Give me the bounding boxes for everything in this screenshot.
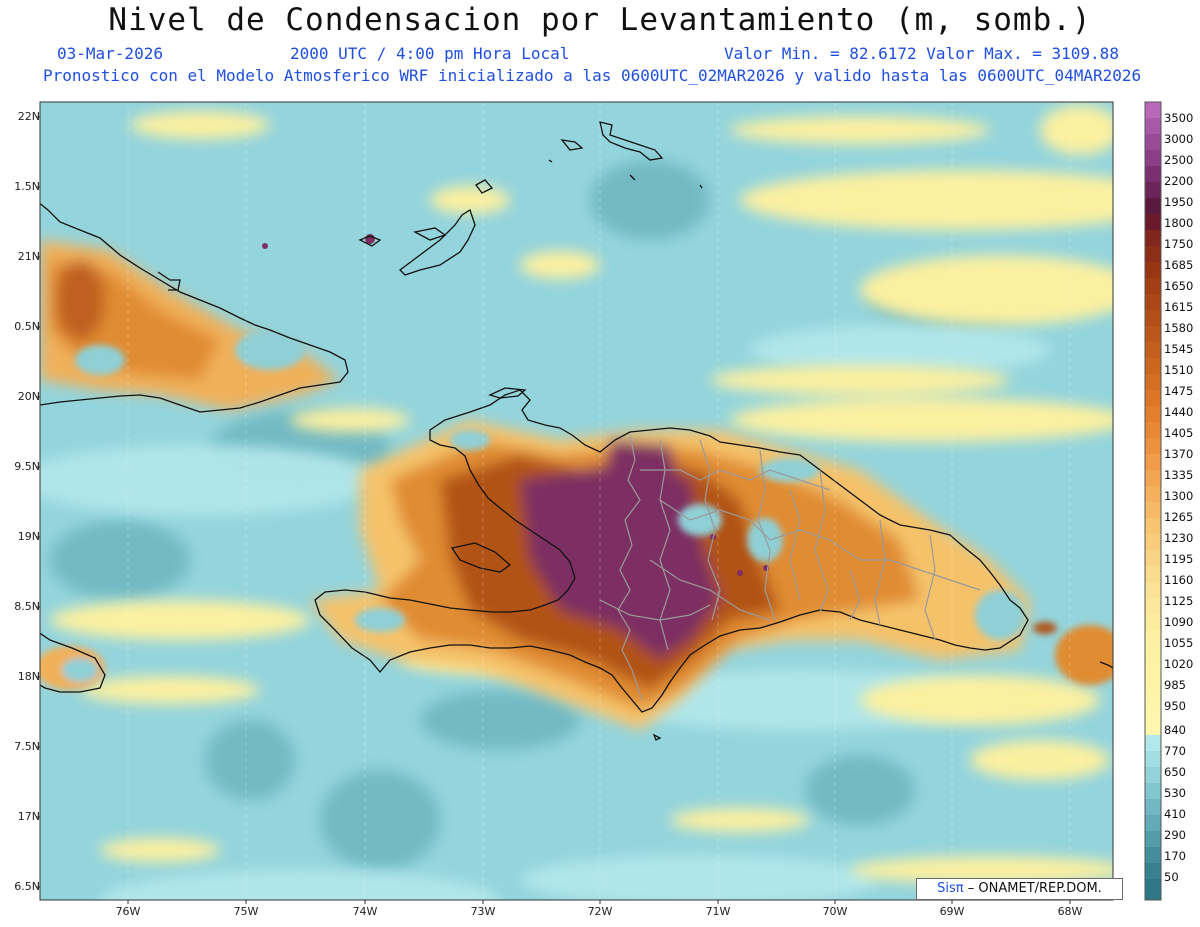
sispi-logo: Sisπ [937,881,964,896]
colorbar-label: 1650 [1164,279,1194,293]
colorbar-label: 1615 [1164,300,1194,314]
colorbar-label: 1685 [1164,258,1194,272]
hispaniola-field [310,420,1030,730]
colorbar-label: 840 [1164,723,1186,737]
forecast-date: 03-Mar-2026 [57,44,163,63]
colorbar-label: 1750 [1164,237,1194,251]
forecast-time: 2000 UTC / 4:00 pm Hora Local [290,44,570,63]
colorbar-label: 1055 [1164,636,1194,650]
lon-label: 76W [115,905,141,918]
colorbar-label: 1580 [1164,321,1194,335]
colorbar-label: 1370 [1164,447,1194,461]
colorbar-label: 770 [1164,744,1186,758]
lon-label: 70W [822,905,848,918]
colorbar-label: 410 [1164,807,1186,821]
colorbar-label: 1800 [1164,216,1194,230]
colorbar-label: 1160 [1164,573,1194,587]
colorbar-label: 950 [1164,699,1186,713]
lat-label: 9.5N [14,460,40,473]
lat-label: 1.5N [14,180,40,193]
credit-label: – ONAMET/REP.DOM. [967,881,1102,896]
lat-label: 6.5N [14,880,40,893]
lat-label: 8.5N [14,600,40,613]
colorbar-label: 1950 [1164,195,1194,209]
colorbar-label: 1405 [1164,426,1194,440]
lat-label: 7.5N [14,740,40,753]
credit-box: Sisπ – ONAMET/REP.DOM. [916,878,1123,900]
colorbar-label: 2200 [1164,174,1194,188]
colorbar-label: 1230 [1164,531,1194,545]
colorbar-label: 1440 [1164,405,1194,419]
province-boundaries [599,434,981,701]
lat-label: 21N [17,250,40,263]
colorbar-label: 650 [1164,765,1186,779]
lon-label: 69W [939,905,965,918]
colorbar-label: 1265 [1164,510,1194,524]
min-max-values: Valor Min. = 82.6172 Valor Max. = 3109.8… [724,44,1119,63]
lat-label: 17N [17,810,40,823]
colorbar-label: 50 [1164,870,1179,884]
lat-label: 18N [17,670,40,683]
colorbar-label: 2500 [1164,153,1194,167]
colorbar-label: 530 [1164,786,1186,800]
lon-label: 68W [1057,905,1083,918]
map-title: Nivel de Condensacion por Levantamiento … [108,2,1092,38]
colorbar-label: 1020 [1164,657,1194,671]
lat-label: 20N [17,390,40,403]
colorbar-label: 1335 [1164,468,1194,482]
coastlines [40,121,1113,741]
lon-label: 74W [352,905,378,918]
colorbar-label: 3000 [1164,132,1194,146]
lat-label: 0.5N [14,320,40,333]
colorbar-label: 1125 [1164,594,1194,608]
colorbar-label: 3500 [1164,111,1194,125]
colorbar-label: 1195 [1164,552,1194,566]
lon-label: 73W [470,905,496,918]
lon-label: 71W [705,905,731,918]
model-info: Pronostico con el Modelo Atmosferico WRF… [43,66,1142,85]
lon-label: 75W [233,905,259,918]
colorbar-label: 985 [1164,678,1186,692]
field-shading [40,102,1113,900]
lon-label: 72W [587,905,613,918]
lat-label: 19N [17,530,40,543]
colorbar-label: 1300 [1164,489,1194,503]
colorbar-label: 1475 [1164,384,1194,398]
colorbar-label: 1090 [1164,615,1194,629]
colorbar-label: 170 [1164,849,1186,863]
colorbar-label: 290 [1164,828,1186,842]
colorbar [1144,101,1162,901]
lat-label: 22N [17,110,40,123]
colorbar-label: 1545 [1164,342,1194,356]
colorbar-label: 1510 [1164,363,1194,377]
